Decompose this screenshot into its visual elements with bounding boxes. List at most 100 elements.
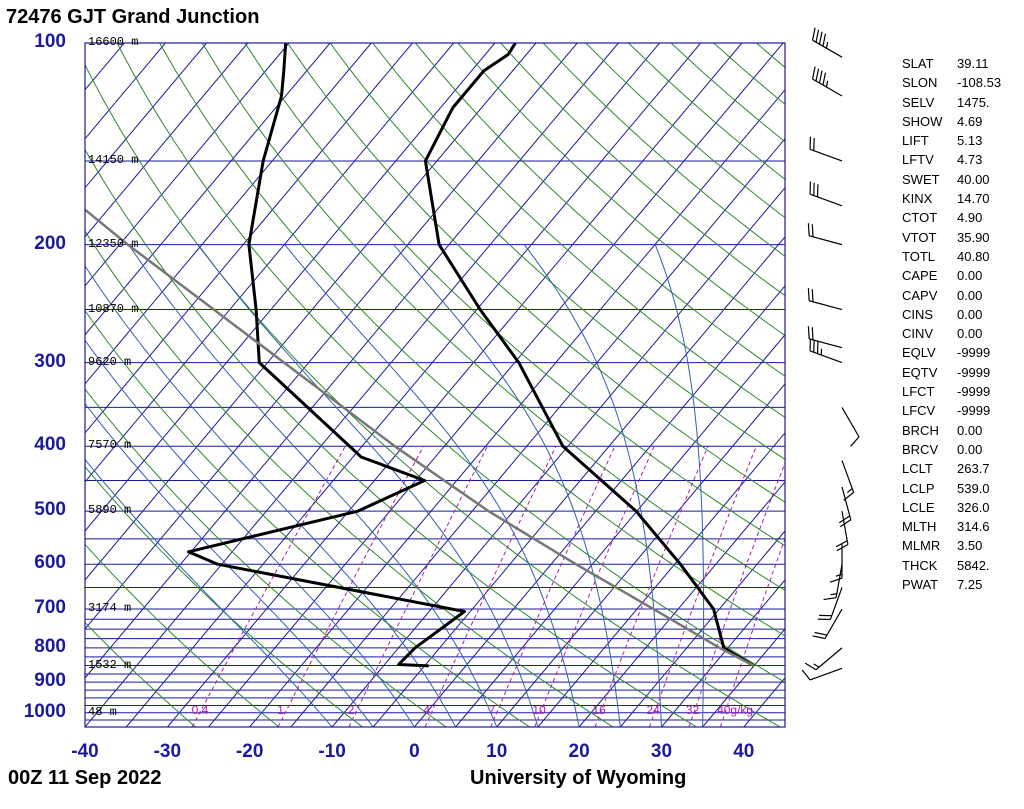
wind-barb-flag bbox=[811, 66, 816, 80]
index-key: SLAT bbox=[902, 56, 934, 71]
wind-barb bbox=[823, 564, 843, 601]
pressure-tick-label: 200 bbox=[34, 232, 66, 254]
wind-barb-flag bbox=[838, 515, 851, 524]
pressure-tick-label: 400 bbox=[34, 434, 66, 456]
dry-adiabat bbox=[116, 43, 785, 683]
index-value: -9999 bbox=[957, 345, 991, 361]
mixing-ratio-label: 0.4 bbox=[191, 703, 209, 717]
wind-barb-staff bbox=[824, 608, 843, 639]
index-value: 0.00 bbox=[957, 287, 983, 303]
isotherm-line bbox=[0, 43, 83, 727]
index-row: SELV 1475. bbox=[902, 93, 1001, 112]
height-label: 5890 m bbox=[88, 503, 132, 518]
index-row: MLMR 3.50 bbox=[902, 536, 1001, 555]
height-label: 14150 m bbox=[88, 152, 139, 167]
index-value: 3.50 bbox=[957, 538, 983, 554]
index-row: CAPV 0.00 bbox=[902, 286, 1001, 305]
isotherm-line bbox=[85, 43, 249, 238]
index-row: MLTH 314.6 bbox=[902, 517, 1001, 536]
wind-barb-staff bbox=[841, 407, 860, 438]
index-row: CTOT 4.90 bbox=[902, 208, 1001, 227]
index-key: LCLT bbox=[902, 461, 933, 477]
mixing-ratio-label: 16 bbox=[592, 703, 606, 717]
moist-adiabat bbox=[85, 458, 333, 727]
wind-barb bbox=[809, 338, 843, 364]
mixing-ratio-label: 24 bbox=[646, 703, 660, 717]
wind-barb-flag bbox=[811, 289, 814, 302]
index-key: MLMR bbox=[902, 538, 941, 554]
temperature-tick-label: -20 bbox=[235, 741, 264, 762]
wind-barb bbox=[811, 27, 843, 58]
dry-adiabat bbox=[85, 148, 697, 727]
temperature-tick-label: 30 bbox=[650, 741, 673, 762]
wind-barb-staff bbox=[809, 338, 843, 349]
pressure-tick-label: 900 bbox=[34, 670, 66, 692]
wind-barb bbox=[841, 460, 855, 501]
height-label: 3174 m bbox=[88, 601, 132, 616]
isotherm-line bbox=[537, 432, 785, 727]
pressure-tick-label: 500 bbox=[34, 499, 66, 521]
wind-barb-flag bbox=[801, 669, 811, 681]
mixing-ratio-label: 40g/kg bbox=[717, 703, 754, 717]
wind-barb-staff bbox=[809, 193, 843, 207]
index-key: CAPV bbox=[902, 287, 938, 303]
index-value: 35.90 bbox=[957, 229, 990, 245]
index-key: EQLV bbox=[902, 345, 936, 361]
wind-barb bbox=[841, 407, 860, 447]
wind-barb bbox=[807, 326, 843, 349]
isotherm-line bbox=[85, 43, 290, 287]
dry-adiabat bbox=[85, 63, 781, 727]
index-row: LFCT -9999 bbox=[902, 382, 1001, 401]
wind-barb-staff bbox=[812, 39, 843, 58]
isotherm-line bbox=[85, 43, 619, 679]
mixing-ratio-label: 10 bbox=[532, 703, 546, 717]
index-row: SWET 40.00 bbox=[902, 170, 1001, 189]
index-row: BRCH 0.00 bbox=[902, 421, 1001, 440]
station-title: 72476 GJT Grand Junction bbox=[6, 6, 260, 28]
isotherm-line bbox=[85, 43, 331, 336]
moist-adiabat bbox=[85, 265, 457, 727]
wind-barb-half-flag bbox=[846, 488, 853, 494]
wind-barb-staff bbox=[809, 667, 843, 681]
index-key: KINX bbox=[902, 191, 933, 207]
index-value: 0.00 bbox=[957, 441, 983, 457]
wind-barb bbox=[809, 181, 843, 207]
isotherm-line bbox=[85, 43, 537, 581]
index-row: EQLV -9999 bbox=[902, 343, 1001, 362]
dry-adiabat bbox=[201, 43, 785, 591]
parcel-trace bbox=[85, 208, 755, 668]
wind-barb-staff bbox=[841, 486, 852, 520]
index-row: SLON -108.53 bbox=[902, 73, 1001, 92]
temperature-tick-label: -40 bbox=[71, 741, 99, 762]
index-value: 314.6 bbox=[957, 519, 990, 535]
mixing-ratio-line bbox=[277, 446, 424, 727]
wind-barb-staff bbox=[841, 511, 849, 545]
wind-barb bbox=[829, 544, 843, 583]
moist-adiabat bbox=[85, 339, 415, 727]
height-label: 10870 m bbox=[88, 301, 139, 316]
mixing-ratio-line bbox=[424, 446, 557, 727]
index-key: SLON bbox=[902, 75, 938, 91]
index-value: 5842. bbox=[957, 557, 990, 573]
isotherm-line bbox=[85, 43, 125, 91]
dry-adiabat bbox=[85, 465, 363, 727]
mixing-ratio-label: 4 bbox=[423, 703, 431, 717]
index-value: 0.00 bbox=[957, 306, 983, 322]
index-value: 0.00 bbox=[957, 422, 983, 438]
index-key: CTOT bbox=[902, 210, 938, 226]
sounding-date: 00Z 11 Sep 2022 bbox=[8, 767, 162, 789]
wind-barb-flag bbox=[839, 519, 852, 528]
dry-adiabat bbox=[372, 43, 785, 418]
index-value: 14.70 bbox=[957, 191, 990, 207]
wind-barb bbox=[804, 647, 843, 671]
index-key: CINV bbox=[902, 326, 934, 342]
index-key: THCK bbox=[902, 557, 938, 573]
wind-barb-flag bbox=[815, 29, 820, 43]
mixing-ratio-line bbox=[348, 446, 488, 727]
index-value: 4.73 bbox=[957, 152, 983, 168]
isotherm-line bbox=[661, 579, 785, 727]
wind-barb-staff bbox=[815, 647, 843, 671]
temperature-tick-label: 0 bbox=[409, 741, 420, 762]
wind-barb-half-flag bbox=[830, 593, 837, 596]
mixing-ratio-line bbox=[688, 461, 785, 727]
